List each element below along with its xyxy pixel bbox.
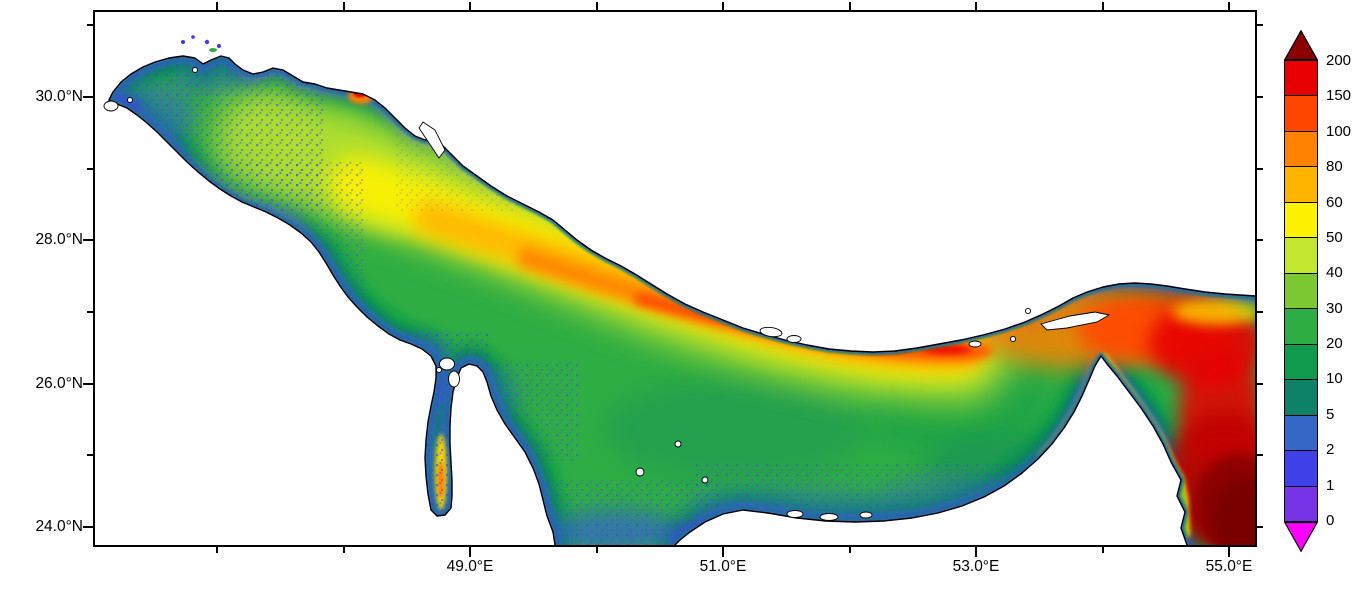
axis-tick bbox=[83, 239, 93, 241]
x-axis-label: 49.0°E bbox=[446, 558, 494, 575]
y-axis-label: 26.0°N bbox=[35, 375, 83, 392]
x-axis-label: 55.0°E bbox=[1205, 558, 1253, 575]
axis-tick bbox=[1102, 547, 1104, 553]
axis-tick bbox=[1102, 2, 1104, 10]
axis-tick bbox=[83, 96, 93, 98]
axis-tick bbox=[1257, 454, 1263, 456]
axis-tick bbox=[83, 383, 93, 385]
detached-specks bbox=[181, 35, 221, 52]
axis-tick bbox=[469, 547, 471, 557]
axis-tick bbox=[1257, 96, 1263, 98]
axis-tick bbox=[975, 2, 977, 10]
colorbar-segment bbox=[1285, 201, 1317, 238]
colorbar-tick-label: 0 bbox=[1326, 512, 1335, 529]
axis-tick bbox=[849, 547, 851, 553]
axis-tick bbox=[87, 454, 93, 456]
axis-tick bbox=[216, 547, 218, 553]
axis-tick bbox=[849, 2, 851, 10]
colorbar-tick-label: 2 bbox=[1326, 441, 1335, 459]
axis-tick bbox=[343, 2, 345, 10]
colorbar-tick-label: 100 bbox=[1326, 122, 1352, 140]
colorbar-tick-label: 30 bbox=[1326, 299, 1343, 317]
axis-tick bbox=[722, 2, 724, 10]
axis-tick bbox=[722, 547, 724, 557]
axis-tick bbox=[83, 526, 93, 528]
axis-tick bbox=[87, 168, 93, 170]
colorbar-tick-label: 200 bbox=[1326, 52, 1352, 69]
axis-tick bbox=[216, 2, 218, 10]
colorbar-segment bbox=[1285, 308, 1317, 344]
colorbar-tick-label: 10 bbox=[1326, 370, 1343, 388]
colorbar-segment bbox=[1285, 237, 1317, 273]
plot-frame bbox=[93, 10, 1257, 547]
y-axis-label: 24.0°N bbox=[35, 518, 83, 535]
map-svg bbox=[103, 35, 1255, 545]
colorbar-segment bbox=[1285, 379, 1317, 415]
colorbar-tick-label: 60 bbox=[1326, 193, 1343, 211]
colorbar-segment bbox=[1285, 61, 1317, 96]
colorbar-tick-label: 150 bbox=[1326, 87, 1352, 105]
colorbar-segment bbox=[1285, 272, 1317, 309]
x-axis-label: 51.0°E bbox=[699, 558, 747, 575]
y-axis-label: 28.0°N bbox=[35, 231, 83, 248]
colorbar-segment bbox=[1285, 95, 1317, 131]
axis-tick bbox=[1257, 168, 1263, 170]
axis-tick bbox=[1257, 526, 1263, 528]
axis-tick bbox=[596, 547, 598, 553]
axis-tick bbox=[469, 2, 471, 10]
colorbar-tick-label: 50 bbox=[1326, 228, 1343, 246]
colorbar-segment bbox=[1285, 130, 1317, 167]
depth-field bbox=[109, 56, 1255, 545]
colorbar-tick-label: 40 bbox=[1326, 264, 1343, 282]
axis-tick bbox=[596, 2, 598, 10]
under-arrow-shape bbox=[1284, 522, 1318, 552]
axis-tick bbox=[343, 547, 345, 553]
axis-tick bbox=[1228, 2, 1230, 10]
colorbar-over-arrow bbox=[1284, 30, 1318, 60]
over-arrow-shape bbox=[1284, 30, 1318, 60]
axis-tick bbox=[1257, 311, 1263, 313]
axis-tick bbox=[1257, 239, 1263, 241]
colorbar-segment bbox=[1285, 450, 1317, 486]
colorbar-tick-label: 1 bbox=[1326, 476, 1335, 494]
axis-tick bbox=[1228, 547, 1230, 557]
colorbar-segments bbox=[1284, 60, 1318, 522]
axis-tick bbox=[1257, 383, 1263, 385]
axis-tick bbox=[87, 24, 93, 26]
y-axis-label: 30.0°N bbox=[35, 88, 83, 105]
colorbar-segment bbox=[1285, 414, 1317, 451]
x-axis-label: 53.0°E bbox=[952, 558, 1000, 575]
colorbar-segment bbox=[1285, 343, 1317, 380]
axis-tick bbox=[1257, 24, 1263, 26]
colorbar-under-arrow bbox=[1284, 522, 1318, 552]
colorbar-segment bbox=[1285, 166, 1317, 202]
islands bbox=[103, 67, 1111, 521]
colorbar-tick-label: 80 bbox=[1326, 158, 1343, 176]
axis-tick bbox=[975, 547, 977, 557]
colorbar-tick-label: 20 bbox=[1326, 335, 1343, 353]
axis-tick bbox=[87, 311, 93, 313]
colorbar-tick-label: 5 bbox=[1326, 405, 1335, 423]
colorbar-segment bbox=[1285, 485, 1317, 522]
